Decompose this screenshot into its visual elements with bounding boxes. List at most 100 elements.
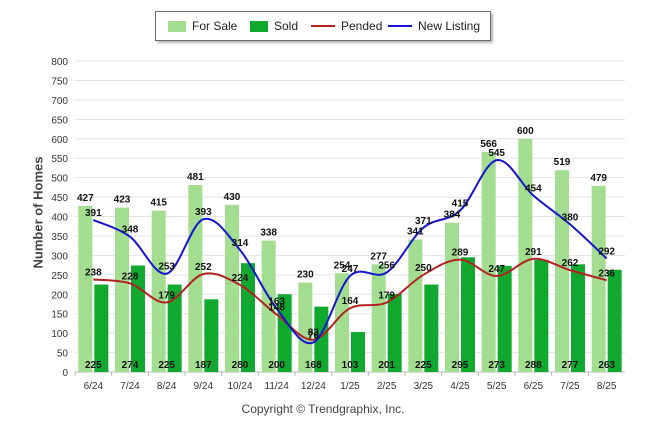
new-listing-value-label: 348 xyxy=(122,225,139,236)
legend-label-pended: Pended xyxy=(341,19,383,33)
y-tick-label: 600 xyxy=(51,135,68,146)
sold-value-label: 187 xyxy=(195,360,212,371)
for-sale-bar xyxy=(555,170,569,372)
for-sale-bar xyxy=(298,282,313,372)
for-sale-value-label: 600 xyxy=(517,126,534,137)
new-listing-value-label: 163 xyxy=(268,297,285,308)
new-listing-value-label: 314 xyxy=(232,238,249,249)
new-listing-value-label: 454 xyxy=(525,184,542,195)
new-listing-value-label: 292 xyxy=(598,246,615,257)
for-sale-value-label: 415 xyxy=(150,198,167,209)
new-listing-value-label: 391 xyxy=(85,208,102,219)
sold-bar xyxy=(204,299,219,372)
for-sale-value-label: 277 xyxy=(370,251,387,262)
sold-bar xyxy=(387,293,402,372)
sold-bar xyxy=(607,269,622,372)
sold-bar xyxy=(351,331,365,372)
pended-value-label: 238 xyxy=(85,267,102,278)
for-sale-value-label: 423 xyxy=(114,195,131,206)
x-tick-label: 9/24 xyxy=(194,381,214,392)
x-tick-label: 2/25 xyxy=(377,381,397,392)
for-sale-bar xyxy=(115,207,129,372)
x-tick-label: 5/25 xyxy=(487,381,507,392)
sold-bar xyxy=(461,257,475,372)
x-tick-label: 7/25 xyxy=(560,381,580,392)
sold-bar xyxy=(314,306,329,372)
for-sale-bar xyxy=(518,138,533,372)
pended-value-label: 252 xyxy=(195,262,212,273)
y-tick-label: 500 xyxy=(51,174,68,185)
legend: For Sale Sold Pended New Listing xyxy=(155,11,491,41)
y-tick-label: 800 xyxy=(51,57,68,68)
sold-value-label: 274 xyxy=(122,360,139,371)
pended-value-label: 179 xyxy=(378,290,395,301)
y-tick-label: 100 xyxy=(51,329,68,340)
new-listing-value-label: 415 xyxy=(452,199,469,210)
x-tick-label: 3/25 xyxy=(414,381,434,392)
for-sale-value-label: 430 xyxy=(224,192,241,203)
for-sale-value-label: 566 xyxy=(480,139,497,150)
legend-label-new-listing: New Listing xyxy=(418,19,481,33)
new-listing-value-label: 380 xyxy=(562,212,579,223)
sold-value-label: 103 xyxy=(342,360,359,371)
y-tick-label: 250 xyxy=(51,271,68,282)
y-tick-label: 150 xyxy=(51,310,68,321)
sold-value-label: 225 xyxy=(415,360,432,371)
new-listing-line xyxy=(92,159,608,345)
x-tick-label: 8/24 xyxy=(157,381,177,392)
legend-label-for-sale: For Sale xyxy=(192,19,238,33)
y-tick-label: 50 xyxy=(57,349,69,360)
for-sale-value-label: 479 xyxy=(590,173,607,184)
sold-swatch xyxy=(250,20,268,32)
sold-bar xyxy=(497,265,512,372)
legend-item-new-listing[interactable]: New Listing xyxy=(388,12,480,40)
for-sale-value-label: 338 xyxy=(260,228,277,239)
x-tick-label: 12/24 xyxy=(301,381,326,392)
y-tick-label: 200 xyxy=(51,290,68,301)
y-tick-label: 400 xyxy=(51,213,68,224)
new-listing-value-label: 256 xyxy=(378,260,395,271)
pended-value-label: 224 xyxy=(232,273,249,284)
new-listing-value-label: 545 xyxy=(488,148,505,159)
legend-label-sold: Sold xyxy=(274,19,299,33)
x-tick-label: 6/25 xyxy=(524,381,544,392)
new-listing-swatch xyxy=(388,25,412,27)
sold-value-label: 288 xyxy=(525,360,542,371)
for-sale-bar xyxy=(151,210,166,372)
x-tick-label: 7/24 xyxy=(120,381,140,392)
sold-bar xyxy=(424,284,439,372)
new-listing-value-label: 393 xyxy=(195,207,212,218)
for-sale-swatch xyxy=(168,20,186,32)
legend-item-for-sale[interactable]: For Sale xyxy=(168,12,237,40)
sold-bar xyxy=(167,284,182,372)
pended-value-label: 236 xyxy=(598,268,615,279)
legend-item-sold[interactable]: Sold xyxy=(250,12,298,40)
pended-swatch xyxy=(311,25,335,27)
for-sale-value-label: 254 xyxy=(334,260,351,271)
pended-value-label: 289 xyxy=(452,248,469,259)
x-tick-label: 11/24 xyxy=(265,381,290,392)
pended-value-label: 148 xyxy=(268,302,285,313)
legend-item-pended[interactable]: Pended xyxy=(311,12,382,40)
copyright-text: Copyright © Trendgraphix, Inc. xyxy=(241,402,405,416)
y-tick-label: 650 xyxy=(51,115,68,126)
y-axis-title: Number of Homes xyxy=(30,156,46,269)
for-sale-value-label: 427 xyxy=(77,193,94,204)
sold-value-label: 295 xyxy=(452,360,469,371)
sold-value-label: 273 xyxy=(488,360,505,371)
for-sale-bar xyxy=(481,151,496,372)
x-tick-label: 10/24 xyxy=(227,381,252,392)
x-tick-label: 6/24 xyxy=(84,381,104,392)
for-sale-value-label: 230 xyxy=(297,270,314,281)
sold-bar xyxy=(131,265,145,372)
for-sale-bar xyxy=(261,240,276,372)
y-tick-label: 450 xyxy=(51,193,68,204)
sold-value-label: 280 xyxy=(232,360,249,371)
y-tick-label: 350 xyxy=(51,232,68,243)
for-sale-bar xyxy=(408,239,423,372)
pended-value-label: 179 xyxy=(158,290,175,301)
for-sale-bar xyxy=(225,204,239,372)
x-tick-label: 8/25 xyxy=(597,381,617,392)
for-sale-value-label: 481 xyxy=(187,172,204,183)
